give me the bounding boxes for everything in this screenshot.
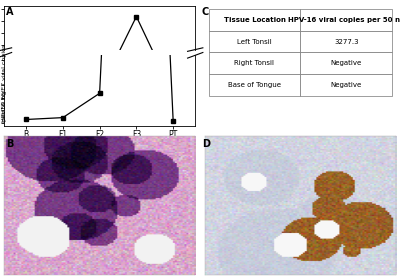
Text: C: C	[202, 7, 209, 17]
Text: B: B	[6, 139, 13, 149]
Text: D: D	[202, 139, 210, 149]
Text: HPV16 E6/E7 viral copies: HPV16 E6/E7 viral copies	[2, 44, 7, 123]
Text: A: A	[6, 7, 14, 17]
Text: per 50 ng: per 50 ng	[2, 91, 7, 121]
